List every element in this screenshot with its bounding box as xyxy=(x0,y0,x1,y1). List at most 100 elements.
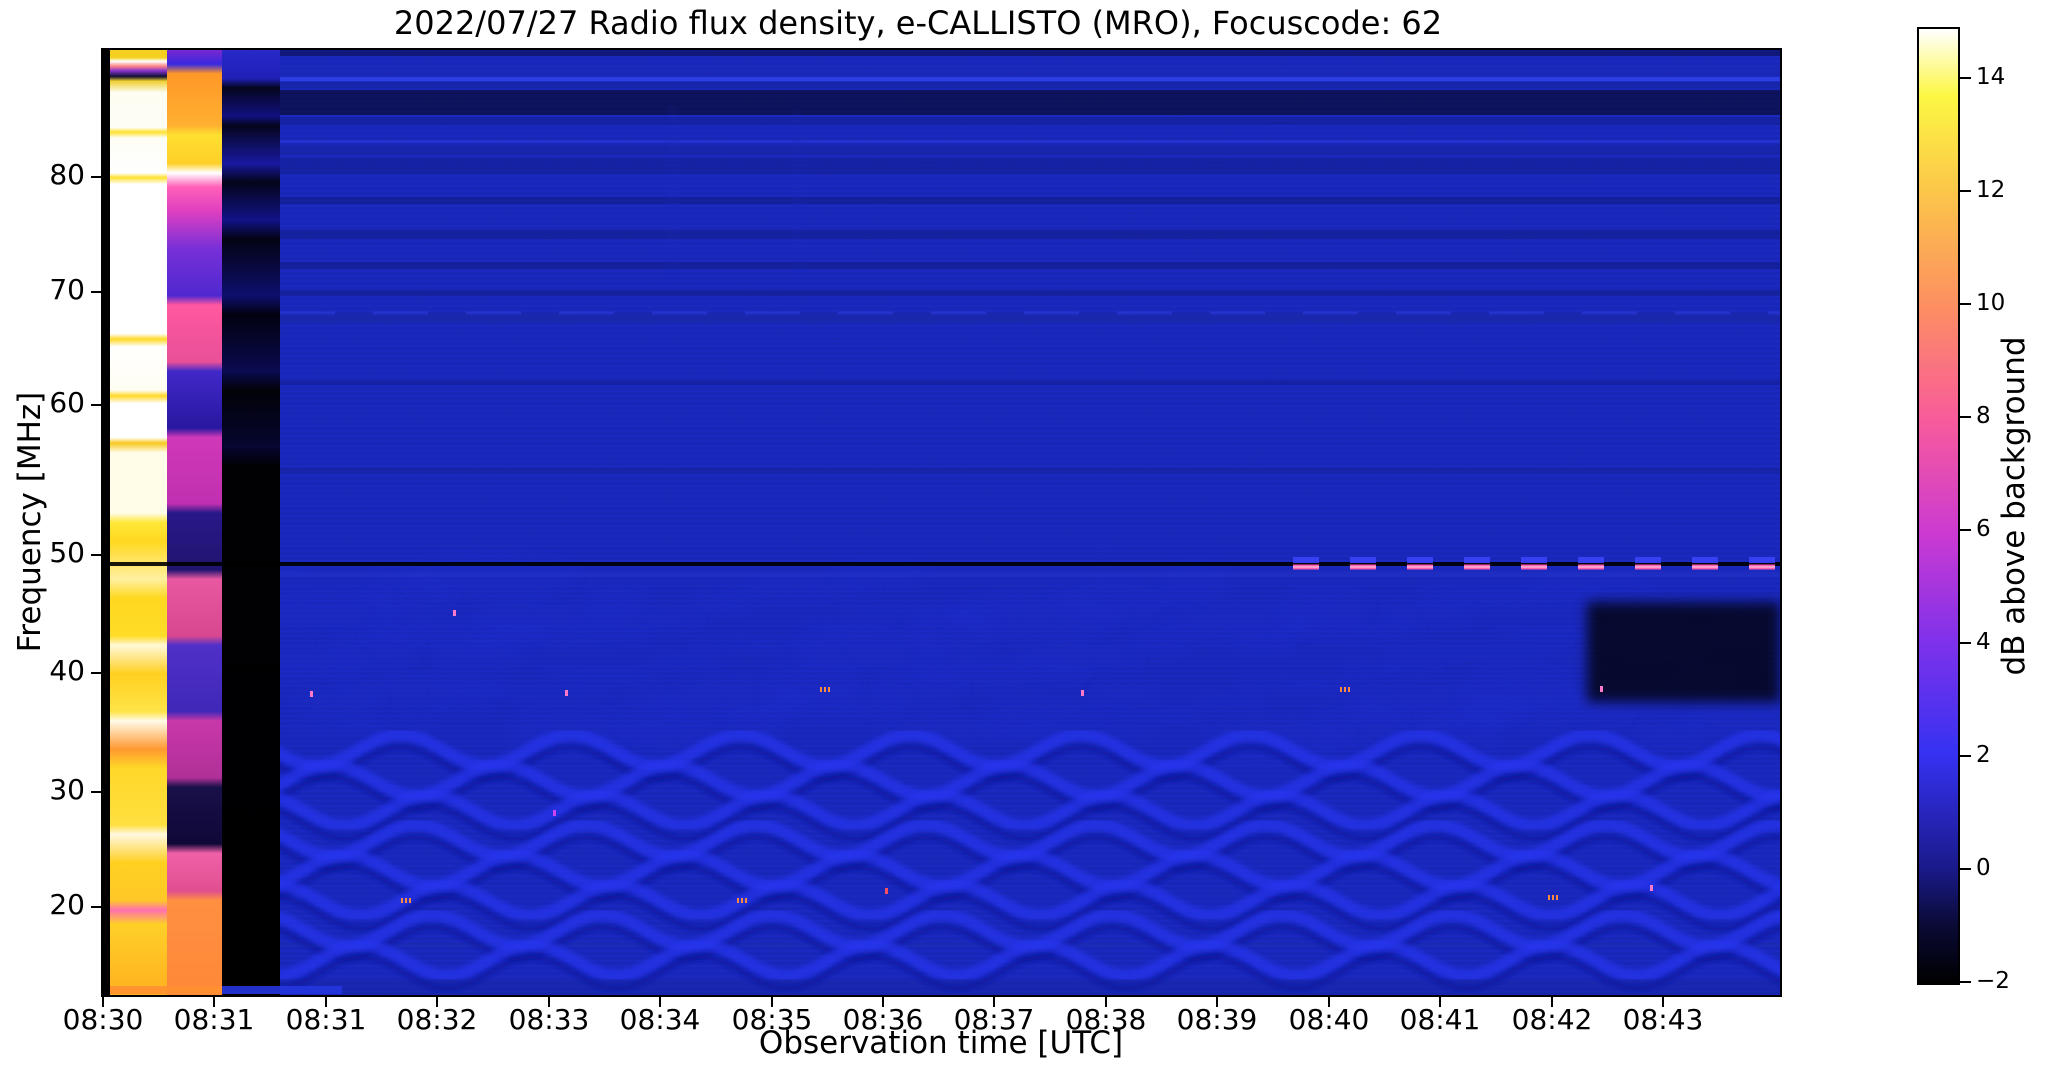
interference-wave xyxy=(280,728,1780,772)
interference-wave-echo xyxy=(280,804,1780,842)
rfi-speck-cluster xyxy=(745,898,747,903)
rfi-speck-cluster xyxy=(828,687,830,692)
x-tick xyxy=(993,995,995,1007)
diffuse-emission-cloud xyxy=(1087,707,1211,725)
diffuse-emission-cloud xyxy=(725,575,877,603)
colorbar-tick-label: 4 xyxy=(1976,629,1991,655)
colorbar-tick xyxy=(1960,755,1971,757)
rfi-speck xyxy=(1600,686,1603,692)
diffuse-emission-cloud xyxy=(799,619,895,637)
x-tick xyxy=(1105,995,1107,1007)
diffuse-emission-cloud xyxy=(1196,691,1264,709)
colorbar-tick-label: 2 xyxy=(1976,742,1991,768)
diffuse-emission-cloud xyxy=(1344,659,1440,677)
x-axis-label: Observation time [UTC] xyxy=(758,1025,1124,1061)
y-tick-label: 50 xyxy=(49,536,85,569)
colorbar-tick xyxy=(1960,190,1971,192)
interference-wave-echo xyxy=(280,895,1780,931)
rfi-speck-cluster xyxy=(1344,687,1346,692)
interference-wave xyxy=(280,847,1780,893)
diffuse-emission-cloud xyxy=(1052,577,1176,625)
diffuse-emission-cloud xyxy=(1527,567,1651,595)
diffuse-emission-cloud xyxy=(838,603,1018,621)
cal-step-bright xyxy=(110,50,167,995)
diffuse-emission-cloud xyxy=(394,699,490,717)
colorbar-tick-label: 6 xyxy=(1976,516,1991,542)
interference-wave xyxy=(280,758,1780,802)
x-tick xyxy=(436,995,438,1007)
x-tick xyxy=(213,995,215,1007)
y-axis-label: Frequency [MHz] xyxy=(12,391,48,653)
cal-step-dark xyxy=(222,50,280,995)
x-tick-label: 08:43 xyxy=(1622,1003,1704,1036)
colorbar-tick-label: 14 xyxy=(1976,64,2006,90)
colorbar-label: dB above background xyxy=(1996,336,2032,676)
diffuse-emission-cloud xyxy=(1235,675,1387,693)
y-tick xyxy=(91,404,103,406)
spectrogram-image xyxy=(103,50,1780,995)
noise-band xyxy=(280,77,1780,81)
colorbar-gradient xyxy=(1919,29,1958,983)
noise-band xyxy=(280,380,1780,385)
x-tick xyxy=(102,995,104,1007)
y-tick-label: 40 xyxy=(49,654,85,687)
y-tick-label: 30 xyxy=(49,773,85,806)
x-tick-label: 08:39 xyxy=(1176,1003,1258,1036)
diffuse-emission-cloud xyxy=(581,581,649,619)
rfi-speck-cluster xyxy=(409,898,411,903)
spectrogram-texture xyxy=(280,50,1780,995)
noise-band xyxy=(280,197,1780,204)
interference-wave-echo xyxy=(280,775,1780,811)
noise-band xyxy=(280,90,1780,115)
colorbar-tick xyxy=(1960,981,1971,983)
x-tick xyxy=(1662,995,1664,1007)
x-tick-label: 08:31 xyxy=(173,1003,255,1036)
noise-band xyxy=(280,145,1780,155)
diffuse-emission-cloud xyxy=(982,697,1106,725)
y-tick xyxy=(91,672,103,674)
colorbar-tick xyxy=(1960,416,1971,418)
x-tick xyxy=(882,995,884,1007)
rfi-speck-cluster xyxy=(1348,687,1350,692)
diffuse-emission-cloud xyxy=(1675,705,1780,733)
x-tick-label: 08:41 xyxy=(1399,1003,1481,1036)
y-tick-label: 70 xyxy=(49,273,85,306)
x-tick-label: 08:33 xyxy=(508,1003,590,1036)
vertical-streak xyxy=(793,114,803,264)
diffuse-emission-cloud xyxy=(1017,637,1141,675)
colorbar-tick-label: 10 xyxy=(1976,290,2006,316)
diffuse-emission-cloud xyxy=(1091,681,1159,709)
noise-band xyxy=(280,50,1780,56)
y-tick xyxy=(91,906,103,908)
x-tick-label: 08:38 xyxy=(1065,1003,1147,1036)
colorbar-tick-label: 12 xyxy=(1976,177,2006,203)
rfi-speck-cluster xyxy=(824,687,826,692)
spectrogram-features xyxy=(103,311,1780,994)
rfi-speck xyxy=(565,690,568,696)
diffuse-emission-cloud xyxy=(542,667,666,685)
colorbar-tick-label: 8 xyxy=(1976,403,1991,429)
diffuse-emission-cloud xyxy=(1457,667,1581,715)
diffuse-emission-cloud xyxy=(1492,627,1616,645)
interference-wave-echo xyxy=(280,954,1780,992)
x-tick-label: 08:42 xyxy=(1511,1003,1593,1036)
noise-band xyxy=(280,468,1780,473)
dark-absorption-patch xyxy=(1587,602,1780,702)
x-tick-label: 08:31 xyxy=(285,1003,367,1036)
rfi-speck-cluster xyxy=(1556,895,1558,900)
y-tick-label: 60 xyxy=(49,386,85,419)
x-tick xyxy=(771,995,773,1007)
speckle-row-48mhz xyxy=(280,572,1780,577)
noise-band xyxy=(280,140,1780,143)
noise-band xyxy=(280,262,1780,269)
noise-band xyxy=(280,158,1780,174)
interference-wave-echo xyxy=(280,864,1780,902)
x-tick-label: 08:37 xyxy=(953,1003,1035,1036)
x-tick xyxy=(325,995,327,1007)
diffuse-emission-cloud xyxy=(1161,561,1229,609)
colorbar-tick-label: 0 xyxy=(1976,855,1991,881)
rfi-speck-cluster xyxy=(737,898,739,903)
diffuse-emission-cloud xyxy=(690,635,842,653)
rfi-speck-cluster xyxy=(401,898,403,903)
